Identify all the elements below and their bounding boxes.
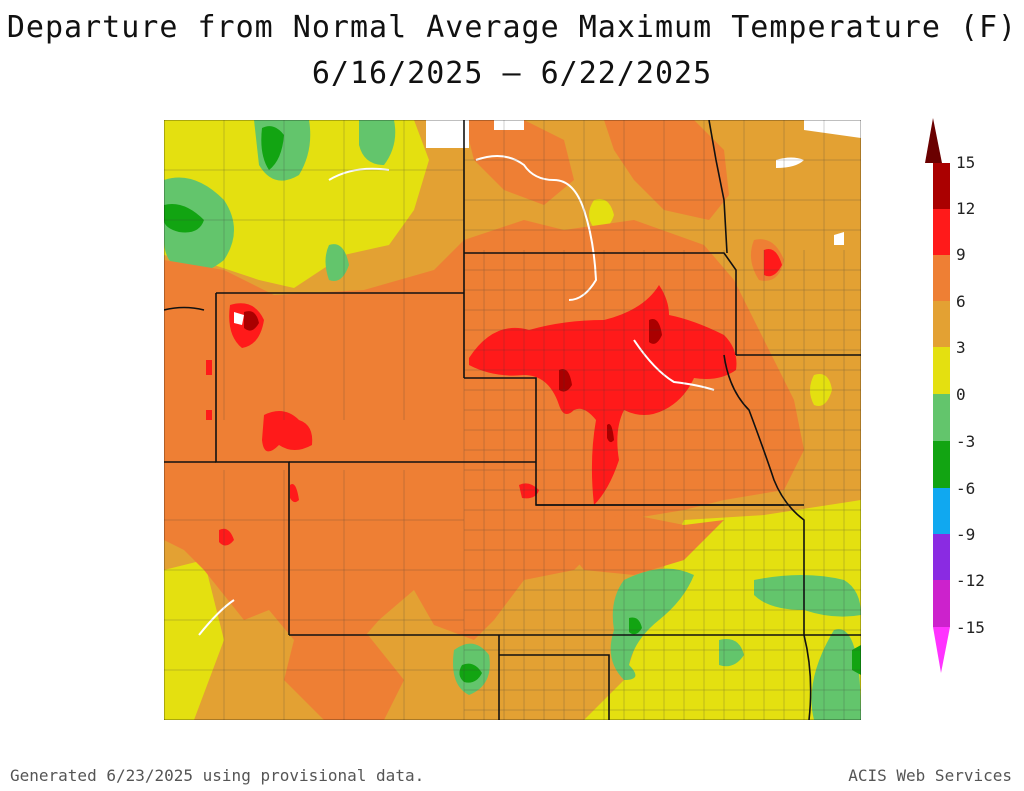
zone-neg6-to-neg3-ok	[459, 663, 482, 683]
legend-arrow-min	[933, 627, 950, 673]
zone-9-to-12-id-spot	[206, 360, 212, 375]
zone-neg3-to-0-kansas	[610, 568, 694, 680]
no-data-river	[475, 155, 598, 301]
no-data-river-3	[198, 599, 235, 636]
zone-9-to-12-co-spot	[219, 528, 234, 546]
date-range: 6/16/2025 – 6/22/2025	[311, 56, 713, 91]
zone-above-12-ne-2	[607, 424, 614, 443]
legend-tick-labels: 15 12 9 6 3 0 -3 -6 -9 -12 -15	[956, 153, 985, 637]
legend-tick-label: 3	[956, 338, 966, 357]
legend-tick-label: -6	[956, 479, 975, 498]
generated-note: Generated 6/23/2025 using provisional da…	[10, 766, 425, 785]
legend-tick-label: 9	[956, 245, 966, 264]
state-boundaries	[164, 120, 861, 720]
color-scale-legend: 15 12 9 6 3 0 -3 -6 -9 -12 -15	[925, 118, 985, 673]
legend-tick-label: 15	[956, 153, 975, 172]
legend-band-neg6-to-neg3	[933, 441, 950, 488]
legend-band-9-to-12	[933, 209, 950, 255]
no-data-area-north-2	[494, 120, 524, 130]
zone-9-to-12-nd-spot	[764, 249, 782, 277]
temperature-departure-map	[164, 120, 861, 720]
legend-tick-label: 6	[956, 292, 966, 311]
map-title: Departure from Normal Average Maximum Te…	[6, 10, 1018, 45]
zone-0-to-3-dakota-spot	[589, 199, 614, 229]
legend-tick-label: -3	[956, 432, 975, 451]
legend-band-neg3-to-0	[933, 394, 950, 441]
legend-tick-label: -15	[956, 618, 985, 637]
zone-6-to-9-nd-east	[604, 120, 729, 220]
zone-0-to-3-southwest	[164, 560, 224, 720]
zone-9-to-12-id-spot-2	[206, 410, 212, 420]
legend-band-3-to-6	[933, 301, 950, 347]
no-data-lake-3	[234, 312, 244, 325]
legend-tick-label: -12	[956, 571, 985, 590]
no-data-lake-2	[834, 232, 844, 245]
legend-band-0-to-3	[933, 347, 950, 394]
zone-9-to-12-wy	[262, 411, 313, 452]
zone-above-12-ne	[559, 369, 572, 392]
no-data-area-ne	[804, 120, 861, 138]
legend-tick-label: 0	[956, 385, 966, 404]
legend-band-below-neg12	[933, 580, 950, 627]
legend-band-6-to-9	[933, 255, 950, 301]
legend-tick-label: -9	[956, 525, 975, 544]
source-credit: ACIS Web Services	[848, 766, 1012, 785]
zone-neg3-to-0-mt-east	[359, 120, 396, 165]
zone-9-to-12-wy-spot	[290, 484, 299, 503]
no-data-river-4	[633, 339, 715, 391]
legend-tick-label: 12	[956, 199, 975, 218]
zone-9-to-12-dakota-nebraska	[469, 285, 737, 505]
legend-band-neg9-to-neg6	[933, 488, 950, 534]
zone-above-12-sd	[649, 319, 662, 344]
legend-band-above-12	[933, 163, 950, 209]
zone-neg6-to-neg3-mt-west	[164, 204, 204, 233]
zone-neg6-to-neg3-mt	[261, 126, 284, 170]
zone-above-12-wy	[244, 311, 259, 331]
legend-arrow-max	[925, 118, 942, 163]
zone-neg3-to-0-ks-south	[719, 639, 744, 667]
no-data-area-north	[426, 120, 469, 148]
legend-band-neg12-to-neg9	[933, 534, 950, 580]
zone-neg3-to-0-mt-spot	[325, 244, 349, 281]
legend-color-bar	[925, 118, 950, 673]
zone-neg3-to-0-missouri	[754, 575, 861, 617]
zone-neg6-to-neg3-mo	[852, 645, 861, 675]
